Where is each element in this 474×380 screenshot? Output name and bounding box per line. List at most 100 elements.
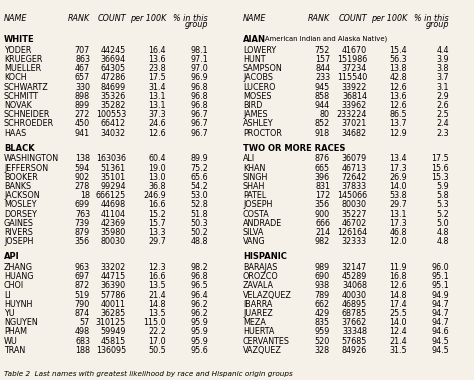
Text: BOOKER: BOOKER [4, 173, 38, 182]
Text: 15.4: 15.4 [389, 46, 407, 55]
Text: 17.3: 17.3 [389, 219, 407, 228]
Text: 789: 789 [315, 291, 330, 300]
Text: 94.9: 94.9 [431, 291, 449, 300]
Text: 84926: 84926 [342, 346, 367, 355]
Text: 99294: 99294 [100, 182, 126, 191]
Text: 95.1: 95.1 [431, 282, 449, 290]
Text: DORSEY: DORSEY [4, 210, 37, 218]
Text: 310125: 310125 [96, 318, 126, 327]
Text: 57: 57 [80, 318, 90, 327]
Text: 15.3: 15.3 [431, 173, 449, 182]
Text: 84699: 84699 [101, 82, 126, 92]
Text: 876: 876 [315, 154, 330, 163]
Text: WU: WU [4, 337, 18, 346]
Text: PROCTOR: PROCTOR [243, 128, 282, 138]
Text: 33348: 33348 [342, 328, 367, 337]
Text: 31.5: 31.5 [389, 346, 407, 355]
Text: 665: 665 [315, 164, 330, 173]
Text: 35101: 35101 [101, 173, 126, 182]
Text: 938: 938 [315, 282, 330, 290]
Text: 272: 272 [74, 110, 90, 119]
Text: 96.5: 96.5 [190, 282, 208, 290]
Text: 963: 963 [75, 263, 90, 272]
Text: 45815: 45815 [101, 337, 126, 346]
Text: (American Indian and Alaska Native): (American Indian and Alaska Native) [260, 35, 388, 41]
Text: 3.1: 3.1 [437, 82, 449, 92]
Text: 12.6: 12.6 [389, 82, 407, 92]
Text: 790: 790 [75, 300, 90, 309]
Text: 37021: 37021 [342, 119, 367, 128]
Text: OROZCO: OROZCO [243, 272, 279, 281]
Text: 94.7: 94.7 [431, 309, 449, 318]
Text: 959: 959 [315, 328, 330, 337]
Text: 13.1: 13.1 [390, 210, 407, 218]
Text: 13.3: 13.3 [148, 228, 166, 237]
Text: 96.8: 96.8 [191, 101, 208, 110]
Text: 5.0: 5.0 [437, 219, 449, 228]
Text: 450: 450 [75, 119, 90, 128]
Text: 739: 739 [75, 219, 90, 228]
Text: group: group [184, 20, 208, 29]
Text: 12.3: 12.3 [148, 263, 166, 272]
Text: % in this: % in this [414, 14, 449, 23]
Text: 666125: 666125 [96, 191, 126, 200]
Text: 46713: 46713 [342, 164, 367, 173]
Text: GAINES: GAINES [4, 219, 34, 228]
Text: 23.8: 23.8 [148, 64, 166, 73]
Text: SCHMITT: SCHMITT [4, 92, 39, 101]
Text: 98.1: 98.1 [191, 46, 208, 55]
Text: 278: 278 [75, 182, 90, 191]
Text: 5.9: 5.9 [436, 182, 449, 191]
Text: BLACK: BLACK [4, 144, 35, 153]
Text: 157: 157 [315, 55, 330, 64]
Text: KOCH: KOCH [4, 73, 27, 82]
Text: LOWERY: LOWERY [243, 46, 276, 55]
Text: 879: 879 [75, 228, 90, 237]
Text: 32147: 32147 [342, 263, 367, 272]
Text: 80030: 80030 [342, 200, 367, 209]
Text: 13.5: 13.5 [148, 282, 166, 290]
Text: 14.8: 14.8 [390, 291, 407, 300]
Text: 12.6: 12.6 [148, 128, 166, 138]
Text: ZHANG: ZHANG [4, 263, 33, 272]
Text: 24.6: 24.6 [148, 119, 166, 128]
Text: KHAN: KHAN [243, 164, 265, 173]
Text: 44698: 44698 [101, 200, 126, 209]
Text: 44245: 44245 [101, 46, 126, 55]
Text: 163036: 163036 [96, 154, 126, 163]
Text: 13.5: 13.5 [148, 309, 166, 318]
Text: HISPANIC: HISPANIC [243, 252, 287, 261]
Text: 2.5: 2.5 [436, 110, 449, 119]
Text: MEZA: MEZA [243, 318, 266, 327]
Text: AIAN: AIAN [243, 35, 266, 44]
Text: 17.5: 17.5 [148, 73, 166, 82]
Text: 683: 683 [75, 337, 90, 346]
Text: LUCERO: LUCERO [243, 82, 275, 92]
Text: 945: 945 [315, 82, 330, 92]
Text: 12.6: 12.6 [389, 282, 407, 290]
Text: NAME: NAME [243, 14, 266, 23]
Text: 498: 498 [75, 328, 90, 337]
Text: HUNT: HUNT [243, 55, 265, 64]
Text: RANK: RANK [68, 14, 90, 23]
Text: 2.6: 2.6 [437, 101, 449, 110]
Text: 12.9: 12.9 [389, 128, 407, 138]
Text: SHAH: SHAH [243, 182, 265, 191]
Text: 151986: 151986 [337, 55, 367, 64]
Text: 14.0: 14.0 [390, 318, 407, 327]
Text: 64305: 64305 [101, 64, 126, 73]
Text: 29.7: 29.7 [148, 237, 166, 246]
Text: SINGH: SINGH [243, 173, 268, 182]
Text: 32333: 32333 [342, 237, 367, 246]
Text: 989: 989 [315, 263, 330, 272]
Text: TRAN: TRAN [4, 346, 25, 355]
Text: 429: 429 [315, 309, 330, 318]
Text: RIVERS: RIVERS [4, 228, 33, 237]
Text: 95.9: 95.9 [190, 318, 208, 327]
Text: 13.6: 13.6 [390, 92, 407, 101]
Text: 36390: 36390 [101, 282, 126, 290]
Text: 13.7: 13.7 [389, 119, 407, 128]
Text: 95.9: 95.9 [190, 337, 208, 346]
Text: API: API [4, 252, 19, 261]
Text: 188: 188 [75, 346, 90, 355]
